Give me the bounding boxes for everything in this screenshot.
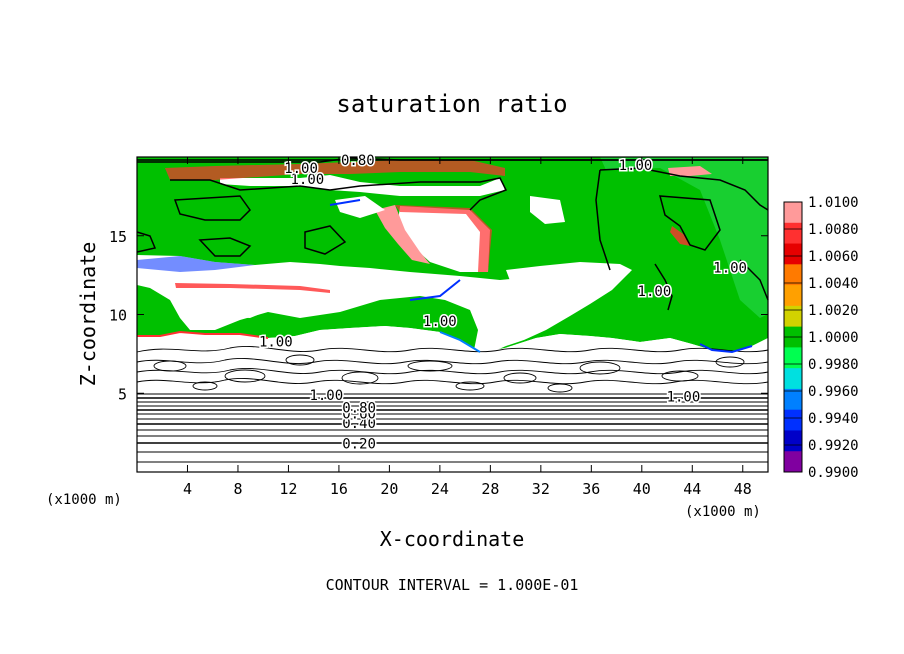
colorbar-level-label: 0.9940 [808, 411, 859, 427]
x-axis-ticks: 4 8 12 16 20 24 28 32 36 40 44 48 [183, 157, 752, 498]
x-tick-label: 48 [734, 480, 752, 498]
x-tick-label: 40 [633, 480, 651, 498]
y-axis-ticks: 5 10 15 [109, 228, 768, 403]
colorbar-level-label: 0.9900 [808, 465, 859, 481]
y-tick-label: 5 [118, 385, 127, 403]
white-region-right [478, 262, 632, 352]
x-tick-label: 24 [431, 480, 449, 498]
y-tick-label: 15 [109, 228, 127, 246]
x-tick-label: 16 [330, 480, 348, 498]
colorbar-swatch [784, 202, 802, 224]
white-patch-left [175, 283, 330, 318]
light-green-region [600, 157, 768, 318]
contour-label: 1.00 [309, 388, 343, 404]
x-tick-label: 4 [183, 480, 192, 498]
chart-title: saturation ratio [336, 90, 567, 118]
contour-label: 0.60 [342, 407, 376, 423]
white-patch-right-small [530, 196, 565, 224]
contour-label: 1.00 [667, 389, 701, 405]
pink-patch-right-top [668, 166, 712, 176]
colorbar: 1.0100 1.0080 1.0060 1.0040 1.0020 1.0000 0.99… [783, 195, 859, 481]
y-axis-label: Z-coordinate [76, 242, 100, 387]
x-tick-label: 36 [582, 480, 600, 498]
x-axis-label: X-coordinate [380, 527, 525, 551]
x-tick-label: 44 [683, 480, 701, 498]
red-edge-left [175, 283, 330, 293]
contour-label: 0.20 [342, 437, 376, 453]
colorbar-level-label: 1.0100 [808, 195, 859, 211]
colorbar-swatch [784, 368, 802, 390]
colorbar-level-label: 1.0080 [808, 222, 859, 238]
colorbar-swatch [784, 451, 802, 473]
x-tick-label: 8 [233, 480, 242, 498]
contour-label: 1.00 [638, 284, 672, 300]
colorbar-level-label: 1.0060 [808, 249, 859, 265]
boundary-accents [137, 199, 753, 354]
contour-interval-footer: CONTOUR INTERVAL = 1.000E-01 [326, 576, 579, 594]
contour-label: 0.80 [342, 400, 376, 416]
contour-label: 1.00 [284, 161, 318, 177]
red-patch-right [670, 226, 690, 246]
colorbar-swatch [784, 264, 802, 286]
colorbar-level-label: 0.9980 [808, 357, 859, 373]
colorbar-swatch [784, 347, 802, 369]
plot-area [136, 156, 769, 473]
upper-contours [136, 157, 769, 311]
colorbar-swatch [784, 409, 802, 431]
pink-patch-center [375, 205, 430, 264]
colorbar-swatch [784, 305, 802, 328]
colorbar-swatch [784, 243, 802, 265]
z-unit-label: (x1000 m) [46, 492, 122, 508]
stratified-contours [137, 393, 768, 463]
x-unit-label: (x1000 m) [685, 504, 761, 520]
contour-label-group: 0.200.400.600.801.00 1.001.001.001.001.00… [257, 152, 748, 455]
x-tick-label: 32 [532, 480, 550, 498]
colorbar-level-label: 0.9960 [808, 384, 859, 400]
contour-label: 1.00 [423, 314, 457, 330]
white-patch-center [398, 206, 490, 272]
x-tick-label: 12 [279, 480, 297, 498]
contour-label: 1.00 [259, 334, 293, 350]
colorbar-level-label: 1.0000 [808, 330, 859, 346]
x-tick-label: 20 [380, 480, 398, 498]
red-band-top [165, 160, 505, 180]
blue-band [137, 256, 255, 272]
contour-label: 0.80 [341, 153, 375, 169]
colorbar-level-label: 0.9920 [808, 438, 859, 454]
contour-label: 1.00 [713, 260, 747, 276]
contour-label: 0.40 [342, 416, 376, 432]
colorbar-level-label: 1.0020 [808, 303, 859, 319]
colorbar-swatch [784, 430, 802, 452]
contour-label: 1.00 [619, 158, 653, 174]
contour-label: 1.00 [291, 172, 325, 188]
colorbar-swatch [784, 388, 802, 411]
contour-clutter [136, 346, 769, 393]
red-edge-center [395, 205, 492, 272]
x-tick-label: 28 [481, 480, 499, 498]
y-tick-label: 10 [109, 307, 127, 325]
colorbar-swatch [784, 285, 802, 307]
colorbar-swatch [784, 222, 802, 245]
colorbar-level-label: 1.0040 [808, 276, 859, 292]
